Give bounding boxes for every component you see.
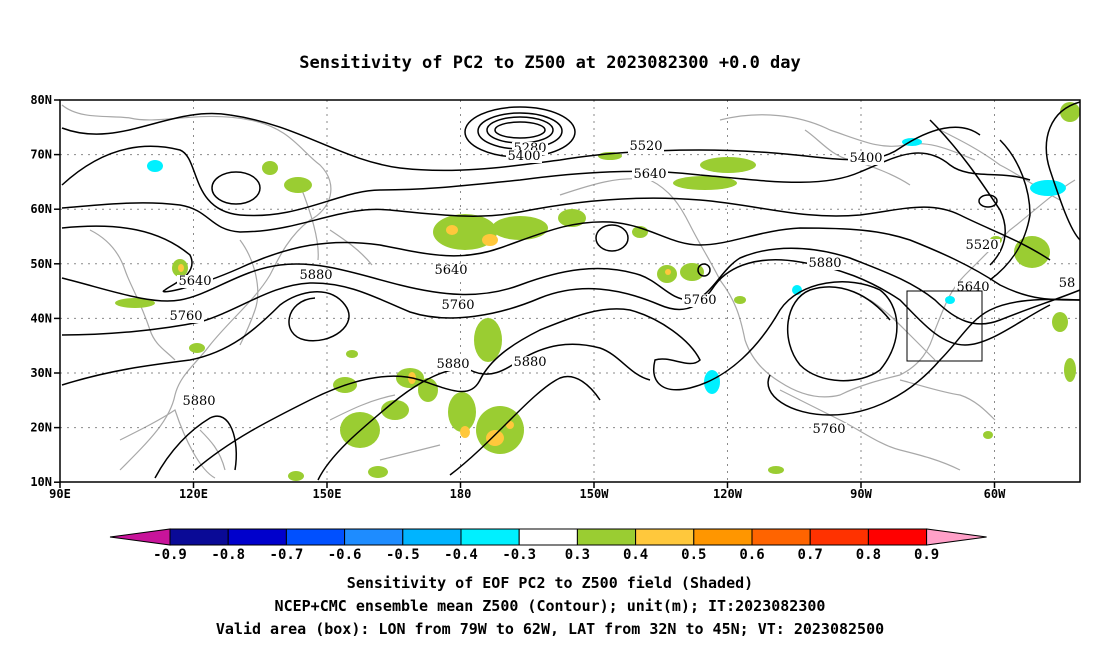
colorbar-segment [809, 528, 869, 546]
contour-label-bg [811, 423, 847, 436]
contour-label: 5760 [812, 422, 845, 437]
contour-label-bg [848, 152, 884, 165]
colorbar-label: -0.9 [153, 547, 187, 563]
contour-label: 5880 [808, 256, 841, 271]
contour-label-bg [632, 168, 668, 181]
lat-label: 40N [30, 311, 52, 325]
contour-label-bg [181, 395, 217, 408]
colorbar-label: 0.9 [914, 547, 939, 563]
colorbar-label: 0.4 [623, 547, 648, 563]
colorbar-label: 0.7 [798, 547, 823, 563]
colorbar-low-arrow [109, 528, 171, 546]
lon-axis-labels: 90E 120E 150E 180 150W 120W 90W 60W [49, 482, 1006, 501]
lat-axis-labels: 80N 70N 60N 50N 40N 30N 20N 10N [30, 93, 60, 489]
colorbar-segment [867, 528, 928, 546]
contour-label: 5760 [683, 293, 716, 308]
colorbar-segment [227, 528, 287, 546]
colorbar-segment [169, 528, 229, 546]
contour-label: 5880 [436, 357, 469, 372]
colorbar-high-arrow [926, 528, 987, 546]
colorbar-segment [460, 528, 520, 546]
lon-label: 60W [984, 487, 1006, 501]
contour-label: 5880 [299, 268, 332, 283]
contour-label-bg [177, 275, 213, 288]
contour-label: 5520 [965, 238, 998, 253]
lat-label: 20N [30, 421, 52, 435]
z500-contours [61, 101, 1081, 481]
valid-area-box [906, 290, 983, 362]
contour-label-bg [440, 299, 476, 312]
contour-label-bg [512, 356, 548, 369]
contour-label-bg [682, 294, 718, 307]
colorbar: -0.9 -0.8 -0.7 -0.6 -0.5 -0.4 -0.3 0.3 0.4 0.5 0.6… [109, 528, 987, 563]
colorbar-label: -0.4 [444, 547, 478, 563]
lat-label: 10N [30, 475, 52, 489]
caption: Sensitivity of EOF PC2 to Z500 field (Sh… [216, 574, 884, 638]
colorbar-segment [518, 528, 578, 546]
colorbar-label: 0.6 [739, 547, 764, 563]
colorbar-segment [693, 528, 753, 546]
colorbar-segment [751, 528, 811, 546]
lat-label: 30N [30, 366, 52, 380]
colorbar-label: 0.8 [856, 547, 881, 563]
colorbar-label: 0.5 [681, 547, 706, 563]
lon-label: 90W [850, 487, 872, 501]
map-title: Sensitivity of PC2 to Z500 at 2023082300… [299, 53, 801, 73]
lat-label: 70N [30, 148, 52, 162]
lat-label: 50N [30, 257, 52, 271]
colorbar-segment [635, 528, 695, 546]
contour-label: 5640 [178, 274, 211, 289]
contour-label: 5880 [513, 355, 546, 370]
lon-label: 150E [313, 487, 342, 501]
caption-line-1: Sensitivity of EOF PC2 to Z500 field (Sh… [347, 574, 753, 592]
contour-label-bg [298, 269, 334, 282]
colorbar-segment [285, 528, 346, 546]
contour-label-bg [1057, 277, 1077, 290]
contour-label: 5760 [169, 309, 202, 324]
contour-label: 58 [1059, 276, 1076, 291]
contour-label-bg [168, 310, 204, 323]
contour-label: 5400 [849, 151, 882, 166]
lon-label: 120E [179, 487, 208, 501]
caption-line-3: Valid area (box): LON from 79W to 62W, L… [216, 620, 884, 638]
contour-label: 5640 [956, 280, 989, 295]
contour-label-bg [628, 140, 664, 153]
contour-label: 5760 [441, 298, 474, 313]
contour-label: 5640 [633, 167, 666, 182]
colorbar-label: -0.8 [211, 547, 245, 563]
lon-label: 90E [49, 487, 71, 501]
lon-label: 180 [450, 487, 472, 501]
contour-label-bg [433, 264, 469, 277]
contour-label-bg [807, 257, 843, 270]
colorbar-segment [576, 528, 637, 546]
contour-label: 5880 [182, 394, 215, 409]
caption-line-2: NCEP+CMC ensemble mean Z500 (Contour); u… [275, 597, 826, 615]
colorbar-segment [344, 528, 404, 546]
colorbar-label: 0.3 [565, 547, 590, 563]
colorbar-label: -0.3 [502, 547, 536, 563]
contour-label: 5400 [507, 149, 540, 164]
lat-label: 80N [30, 93, 52, 107]
lat-label: 60N [30, 202, 52, 216]
contour-label-bg [964, 239, 1000, 252]
contour-label-bg [506, 150, 542, 163]
map-frame [59, 99, 1081, 483]
colorbar-label: -0.6 [328, 547, 362, 563]
colorbar-label: -0.5 [386, 547, 420, 563]
contour-label-bg [435, 358, 471, 371]
lon-label: 120W [713, 487, 743, 501]
lon-label: 150W [580, 487, 610, 501]
contour-label: 5640 [434, 263, 467, 278]
contour-label: 5520 [629, 139, 662, 154]
colorbar-segment [402, 528, 462, 546]
colorbar-label: -0.7 [270, 547, 304, 563]
